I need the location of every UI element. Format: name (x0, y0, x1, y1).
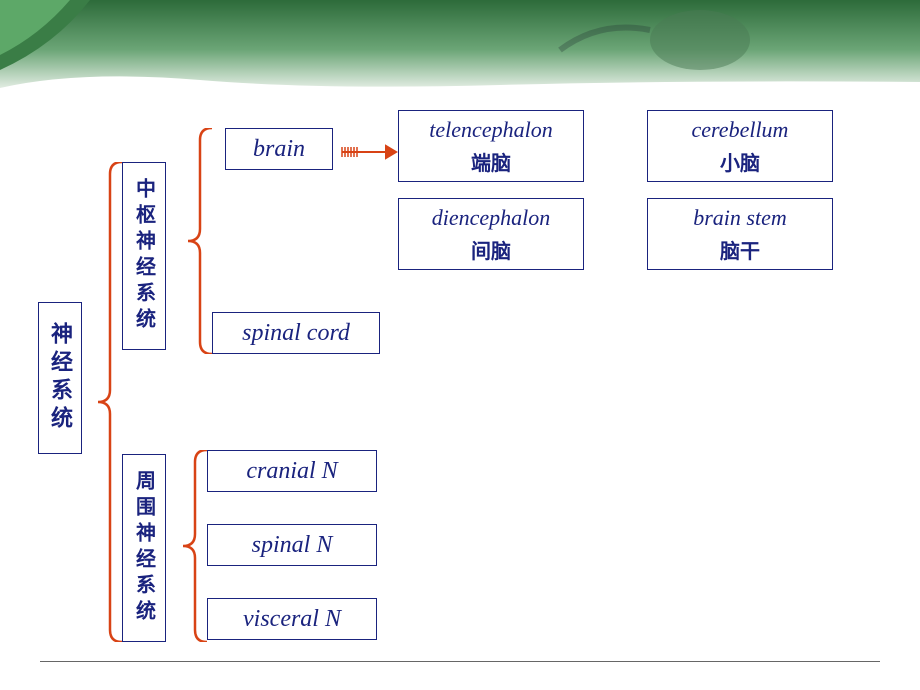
central-label: 中枢神经系统 (130, 178, 159, 334)
spinal-cord-label: spinal cord (242, 320, 350, 347)
cerebellum-en: cerebellum (692, 117, 789, 143)
root-node: 神经系统 (38, 302, 82, 454)
cerebellum-cn: 小脑 (720, 147, 760, 176)
brain-node: brain (225, 128, 333, 170)
spinal-n-node: spinal N (207, 524, 377, 566)
peripheral-label: 周围神经系统 (130, 470, 159, 626)
peripheral-node: 周围神经系统 (122, 454, 166, 642)
cranial-label: cranial N (246, 458, 337, 485)
diencephalon-node: diencephalon 间脑 (398, 198, 584, 270)
visceral-node: visceral N (207, 598, 377, 640)
brainstem-en: brain stem (693, 205, 787, 231)
telencephalon-node: telencephalon 端脑 (398, 110, 584, 182)
diencephalon-en: diencephalon (432, 205, 551, 231)
telencephalon-cn: 端脑 (471, 147, 511, 176)
brain-label: brain (253, 136, 305, 163)
central-node: 中枢神经系统 (122, 162, 166, 350)
root-label: 神经系统 (44, 322, 76, 434)
visceral-label: visceral N (243, 606, 341, 633)
brainstem-cn: 脑干 (720, 235, 760, 264)
slide-header (0, 0, 920, 100)
brace-central (166, 128, 212, 354)
footer-divider (40, 661, 880, 662)
diencephalon-cn: 间脑 (471, 235, 511, 264)
telencephalon-en: telencephalon (429, 117, 552, 143)
brace-root (82, 162, 122, 642)
brainstem-node: brain stem 脑干 (647, 198, 833, 270)
header-graphic (0, 0, 920, 100)
cranial-node: cranial N (207, 450, 377, 492)
brace-peripheral (166, 450, 207, 642)
arrow-icon (340, 142, 400, 162)
cerebellum-node: cerebellum 小脑 (647, 110, 833, 182)
spinal-cord-node: spinal cord (212, 312, 380, 354)
spinal-n-label: spinal N (252, 532, 333, 559)
